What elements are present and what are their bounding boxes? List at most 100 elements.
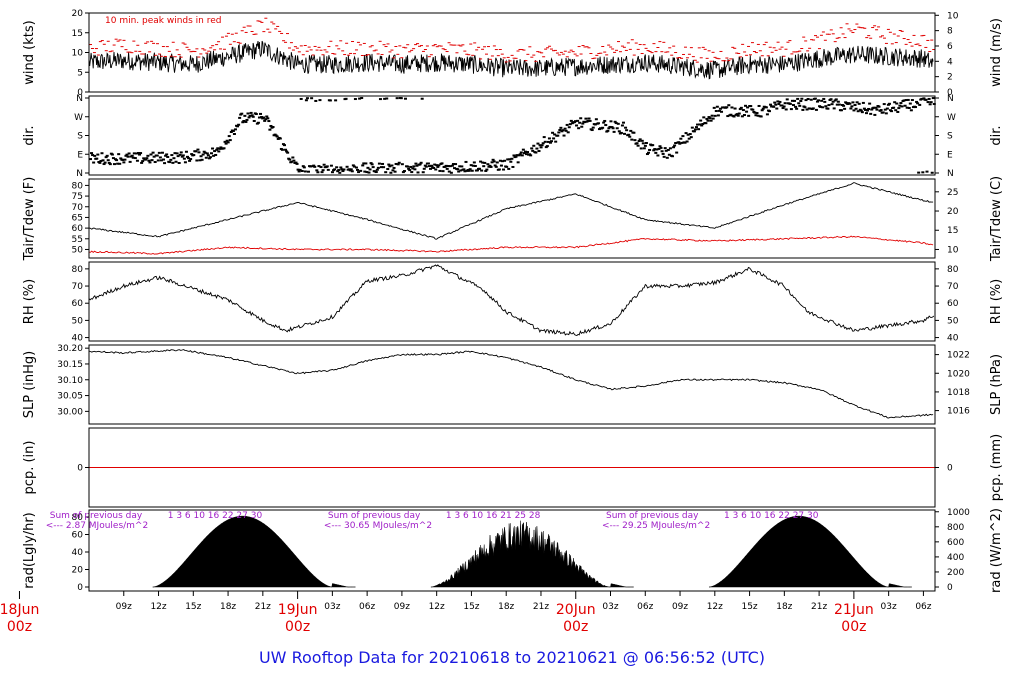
dir-mark xyxy=(535,147,539,150)
y2-tick-label-rad: 200 xyxy=(947,568,964,578)
x-tick-label: 06z xyxy=(637,602,653,612)
dir-mark xyxy=(262,116,266,119)
dir-mark xyxy=(832,107,836,110)
y2-tick-label-temp: 20 xyxy=(947,207,959,217)
y2-tick-label-pcp: 0 xyxy=(947,464,953,474)
dir-mark xyxy=(778,100,782,103)
dir-mark xyxy=(178,153,182,156)
dir-mark xyxy=(159,159,163,162)
x-tick-label: 03z xyxy=(881,602,897,612)
dir-mark xyxy=(857,102,861,105)
dir-mark xyxy=(232,133,236,136)
dir-mark xyxy=(393,170,397,173)
dir-mark xyxy=(659,146,663,149)
dir-mark xyxy=(543,140,547,143)
dir-mark xyxy=(149,153,153,156)
temp-line-tair xyxy=(88,182,934,240)
dir-mark xyxy=(125,153,129,156)
dir-mark xyxy=(115,159,119,162)
y-tick-label-slp: 30.20 xyxy=(57,344,83,354)
dir-mark xyxy=(667,153,671,156)
pcp-panel: 0 0 pcp. (in) pcp. (mm) xyxy=(22,434,1004,501)
y2-tick-label-dir: S xyxy=(947,132,953,142)
dir-mark xyxy=(892,106,896,109)
dir-mark xyxy=(803,106,807,109)
dir-mark xyxy=(781,107,785,110)
dir-mark xyxy=(735,113,739,116)
y2-tick-label-temp: 10 xyxy=(947,245,959,255)
x-tick-label: 12z xyxy=(707,602,723,612)
dir-mark xyxy=(482,165,486,168)
dir-mark xyxy=(760,109,764,112)
dir-mark xyxy=(531,149,535,152)
dir-mark xyxy=(187,157,191,160)
dir-mark xyxy=(870,108,874,111)
dir-mark xyxy=(447,170,451,173)
dir-mark xyxy=(835,103,839,106)
rad-sum-label: Sum of previous day xyxy=(606,511,699,521)
dir-mark xyxy=(394,162,398,165)
dir-mark xyxy=(554,140,558,143)
panel-frame-slp xyxy=(88,344,936,425)
dir-mark xyxy=(458,165,462,168)
dir-mark xyxy=(754,114,758,117)
dir-mark xyxy=(643,144,647,147)
rad-day-area xyxy=(152,515,356,588)
dir-mark xyxy=(171,161,175,164)
dir-mark xyxy=(175,152,179,155)
dir-mark xyxy=(679,137,683,140)
dir-mark xyxy=(336,170,340,173)
dir-mark xyxy=(693,128,697,131)
dir-mark xyxy=(530,147,534,150)
dir-mark xyxy=(306,170,310,173)
dir-mark xyxy=(302,166,306,169)
dir-mark xyxy=(644,142,648,145)
dir-mark xyxy=(739,106,743,109)
dir-mark xyxy=(564,129,568,132)
dir-mark xyxy=(228,139,232,142)
rad-sum-label: Sum of previous day xyxy=(50,511,143,521)
dir-mark xyxy=(872,106,876,109)
dir-mark xyxy=(550,140,554,143)
dir-mark xyxy=(360,97,364,100)
dir-mark xyxy=(281,143,285,146)
dir-mark xyxy=(352,165,356,168)
dir-mark xyxy=(932,103,936,106)
y2-tick-label-dir: E xyxy=(947,150,953,160)
dir-mark xyxy=(329,164,333,167)
dir-mark xyxy=(227,135,231,138)
dir-mark xyxy=(883,108,887,111)
dir-mark xyxy=(584,117,588,120)
rh-panel: 40 50 60 70 80 40 50 60 70 80 RH (%) RH (%) xyxy=(22,264,1004,344)
dir-mark xyxy=(615,127,619,130)
x-tick-label: 18z xyxy=(498,602,514,612)
dir-mark xyxy=(385,97,389,100)
dir-mark xyxy=(789,108,793,111)
dir-mark xyxy=(138,153,142,156)
dir-mark xyxy=(326,168,330,171)
dir-mark xyxy=(415,164,419,167)
dir-mark xyxy=(209,152,213,155)
dir-mark xyxy=(451,163,455,166)
dir-mark xyxy=(887,102,891,105)
dir-mark xyxy=(450,164,454,167)
panel-frame-wind xyxy=(88,12,936,93)
dir-mark xyxy=(675,151,679,154)
dir-mark xyxy=(683,141,687,144)
dir-mark xyxy=(142,157,146,160)
dir-mark xyxy=(896,110,900,113)
dir-mark xyxy=(648,148,652,151)
dir-mark xyxy=(894,109,898,112)
dir-mark xyxy=(318,99,322,102)
dir-mark xyxy=(179,151,183,154)
dir-mark xyxy=(242,119,246,122)
dir-mark xyxy=(448,165,452,168)
x-tick-label: 06z xyxy=(359,602,375,612)
dir-mark xyxy=(177,161,181,164)
dir-mark xyxy=(350,170,354,173)
dir-mark xyxy=(243,114,247,117)
dir-mark xyxy=(776,100,780,103)
dir-mark xyxy=(493,164,497,167)
dir-mark xyxy=(791,104,795,107)
